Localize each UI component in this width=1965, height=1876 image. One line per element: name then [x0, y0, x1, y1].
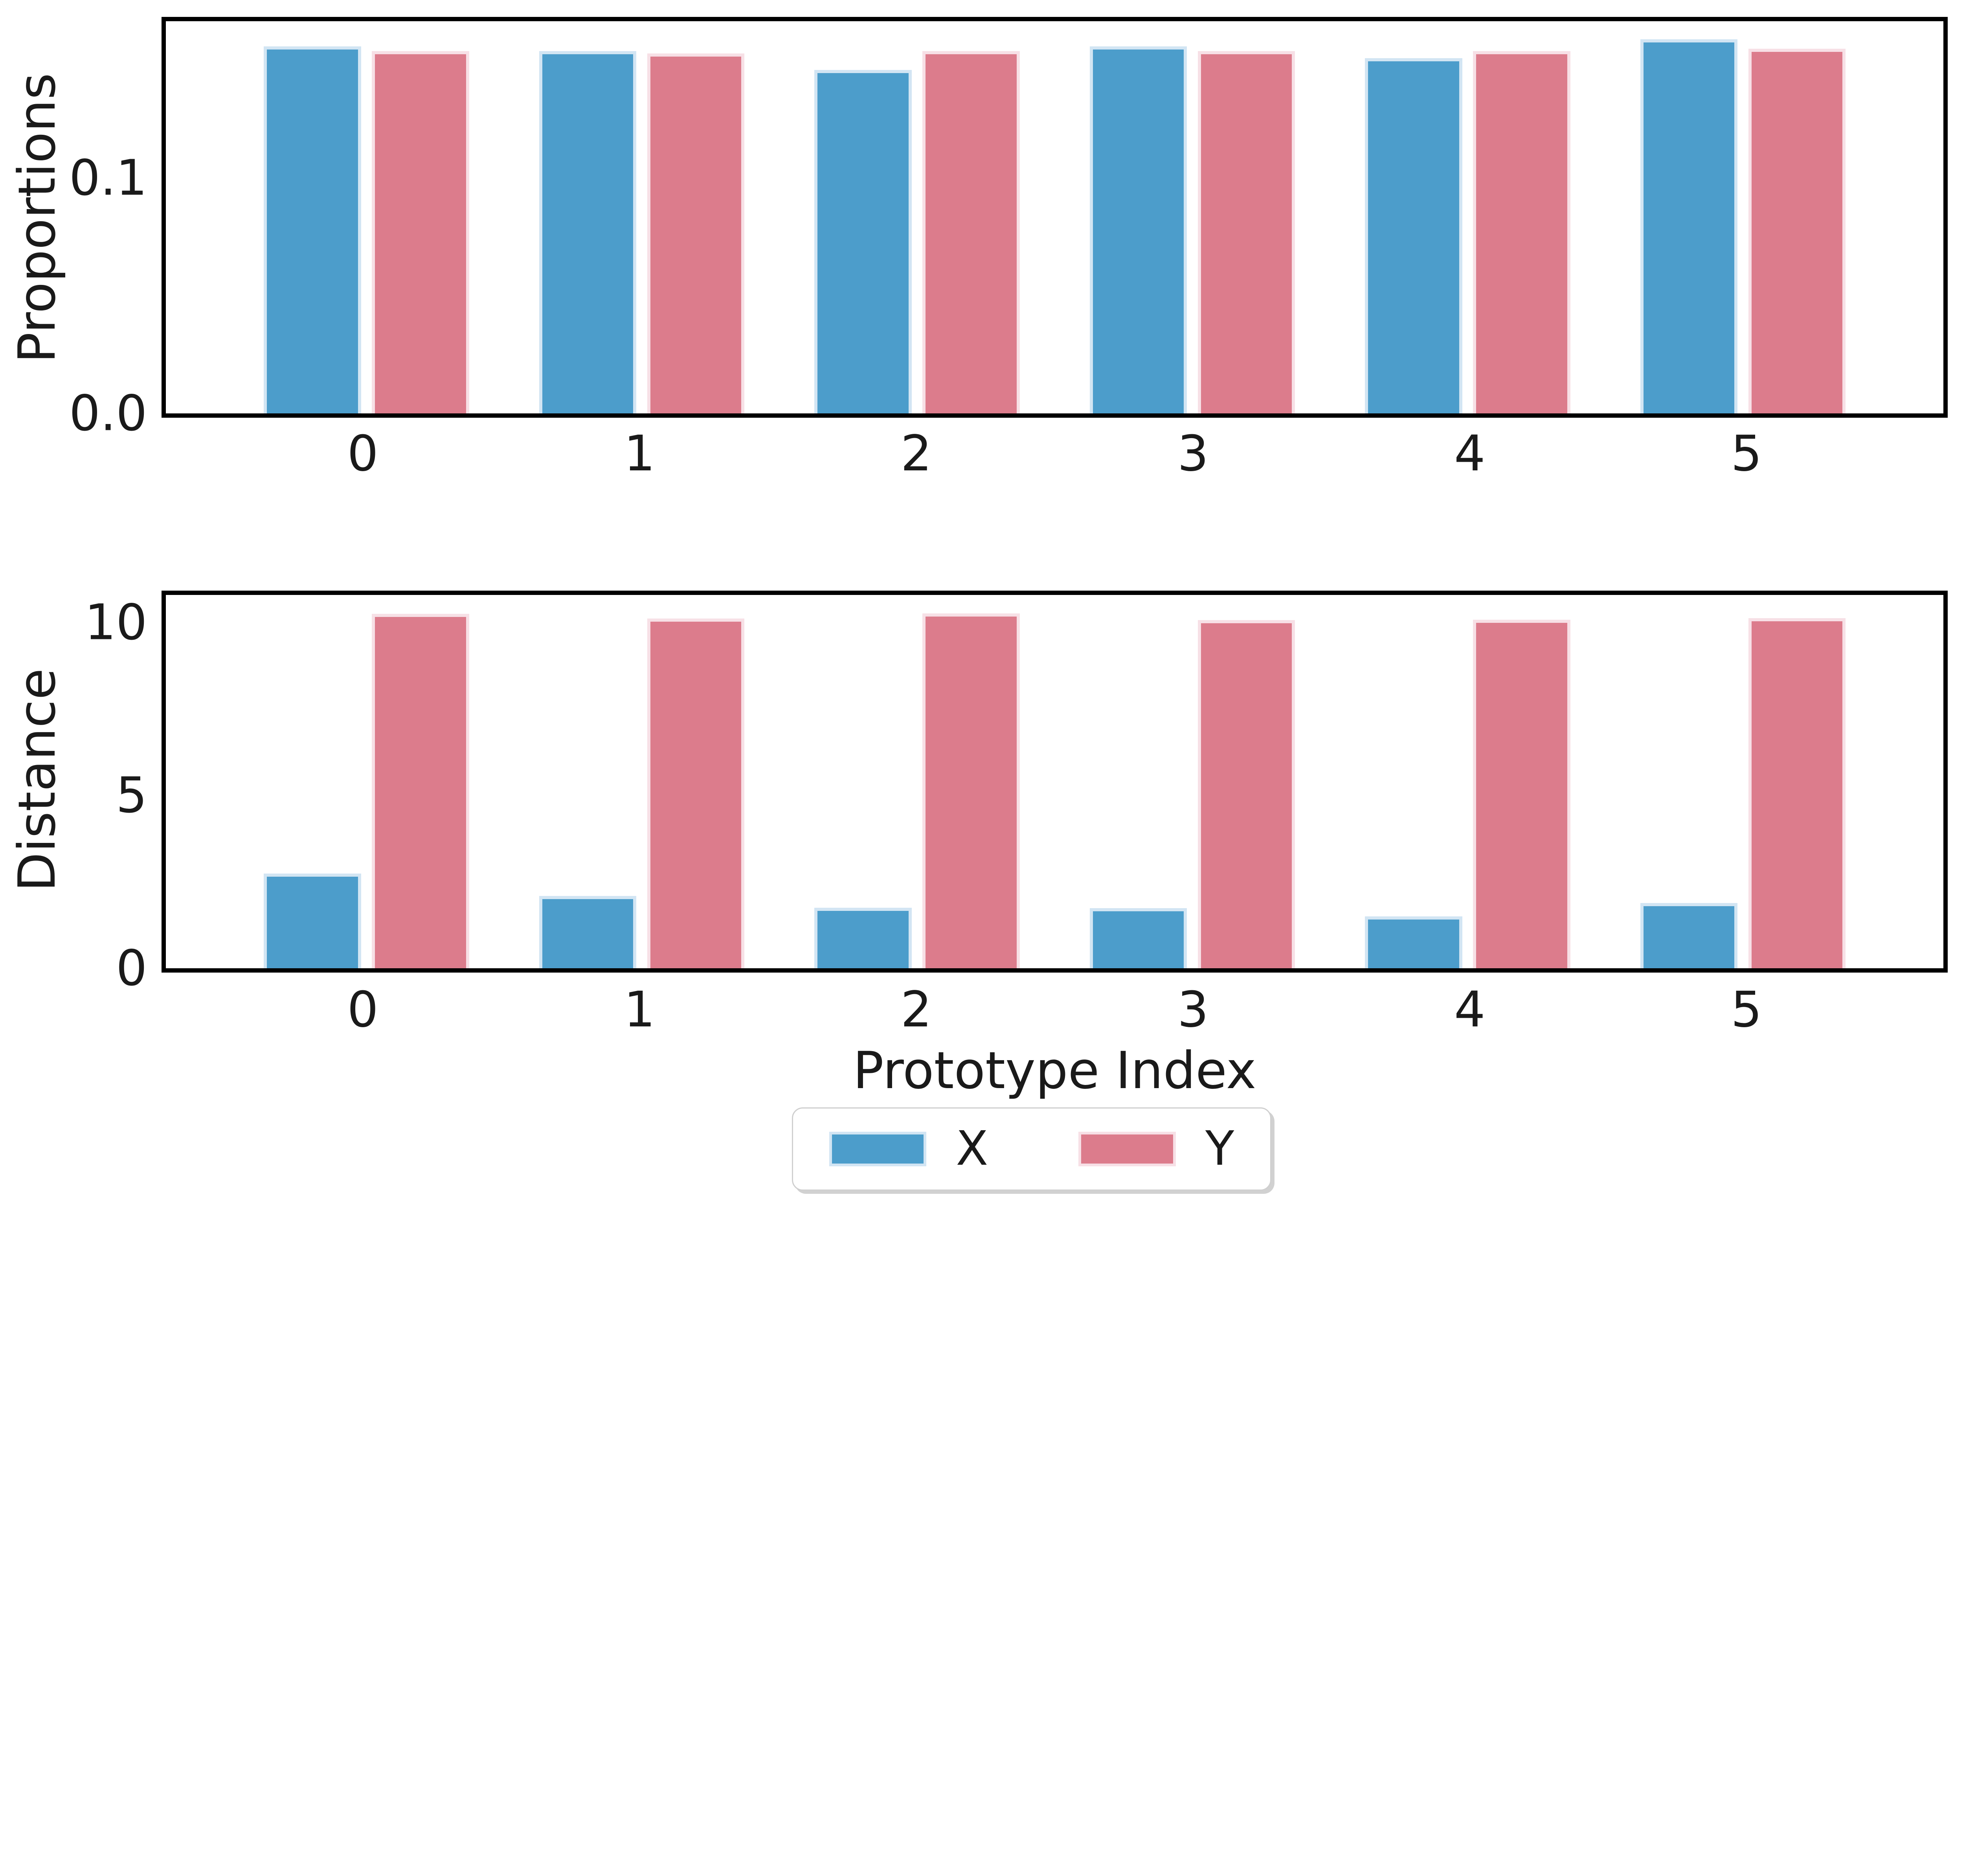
bar-group-3 [1055, 21, 1330, 413]
x-tick-label: 1 [624, 981, 656, 1038]
x-tick-row-proportions: 0 1 2 3 4 5 [162, 425, 1948, 482]
bar-y-5 [1748, 618, 1846, 968]
bar-x-3 [1089, 46, 1187, 413]
bar-x-5 [1640, 903, 1737, 968]
bar-y-0 [372, 614, 469, 968]
bar-x-0 [264, 874, 361, 968]
bar-x-0 [264, 46, 361, 413]
axes-proportions: 0.0 0.1 [69, 17, 1948, 438]
x-tick-label: 3 [1177, 981, 1209, 1038]
bar-x-4 [1365, 916, 1462, 968]
bar-y-2 [922, 51, 1020, 413]
bar-group-2 [779, 595, 1055, 968]
bar-group-5 [1605, 21, 1881, 413]
y-axis-label-proportions: Proportions [7, 73, 67, 363]
legend-entry-y: Y [1078, 1125, 1234, 1173]
bar-y-2 [922, 613, 1020, 968]
bar-y-0 [372, 51, 469, 413]
bars-distance [166, 595, 1943, 968]
legend-label-x: X [956, 1121, 988, 1176]
bar-x-4 [1365, 58, 1462, 413]
bar-y-3 [1197, 620, 1295, 968]
y-tick-label: 10 [84, 594, 147, 651]
bar-x-3 [1089, 908, 1187, 968]
bar-x-2 [814, 907, 912, 968]
bar-group-1 [504, 595, 780, 968]
x-tick-label: 1 [624, 425, 656, 482]
x-tick-label: 2 [900, 981, 932, 1038]
x-tick-label: 0 [347, 425, 378, 482]
legend-swatch-y [1078, 1132, 1176, 1166]
bar-group-2 [779, 21, 1055, 413]
x-tick-label: 5 [1731, 425, 1762, 482]
bar-group-1 [504, 21, 780, 413]
bar-group-3 [1055, 595, 1330, 968]
x-tick-label: 2 [900, 425, 932, 482]
x-tick-label: 0 [347, 981, 378, 1038]
bar-x-5 [1640, 39, 1737, 413]
axes-distance: 0 5 10 [84, 591, 1948, 993]
bar-y-4 [1473, 51, 1570, 413]
bar-y-4 [1473, 620, 1570, 968]
x-tick-row-distance: 0 1 2 3 4 5 [162, 981, 1948, 1038]
bar-y-1 [647, 53, 744, 413]
bar-group-0 [229, 595, 504, 968]
bar-group-4 [1330, 21, 1605, 413]
y-axis-label-distance: Distance [7, 668, 67, 892]
bar-x-2 [814, 70, 912, 413]
bar-y-3 [1197, 51, 1295, 413]
y-tick-label: 0 [116, 940, 147, 997]
y-tick-label: 0.0 [69, 385, 147, 442]
legend-entry-x: X [829, 1125, 988, 1173]
bars-proportions [166, 21, 1943, 413]
x-axis-label: Prototype Index [853, 1040, 1256, 1100]
x-tick-label: 4 [1454, 981, 1486, 1038]
legend-label-y: Y [1205, 1121, 1234, 1176]
y-tick-label: 5 [116, 767, 147, 824]
y-tick-label: 0.1 [69, 149, 147, 207]
bar-group-4 [1330, 595, 1605, 968]
bar-y-1 [647, 618, 744, 968]
bar-x-1 [539, 896, 636, 968]
bar-x-1 [539, 51, 636, 413]
x-tick-label: 4 [1454, 425, 1486, 482]
bar-y-5 [1748, 49, 1846, 413]
legend: X Y [792, 1107, 1271, 1191]
bar-group-0 [229, 21, 504, 413]
x-tick-label: 5 [1731, 981, 1762, 1038]
legend-swatch-x [829, 1132, 927, 1166]
x-tick-label: 3 [1177, 425, 1209, 482]
bar-group-5 [1605, 595, 1881, 968]
